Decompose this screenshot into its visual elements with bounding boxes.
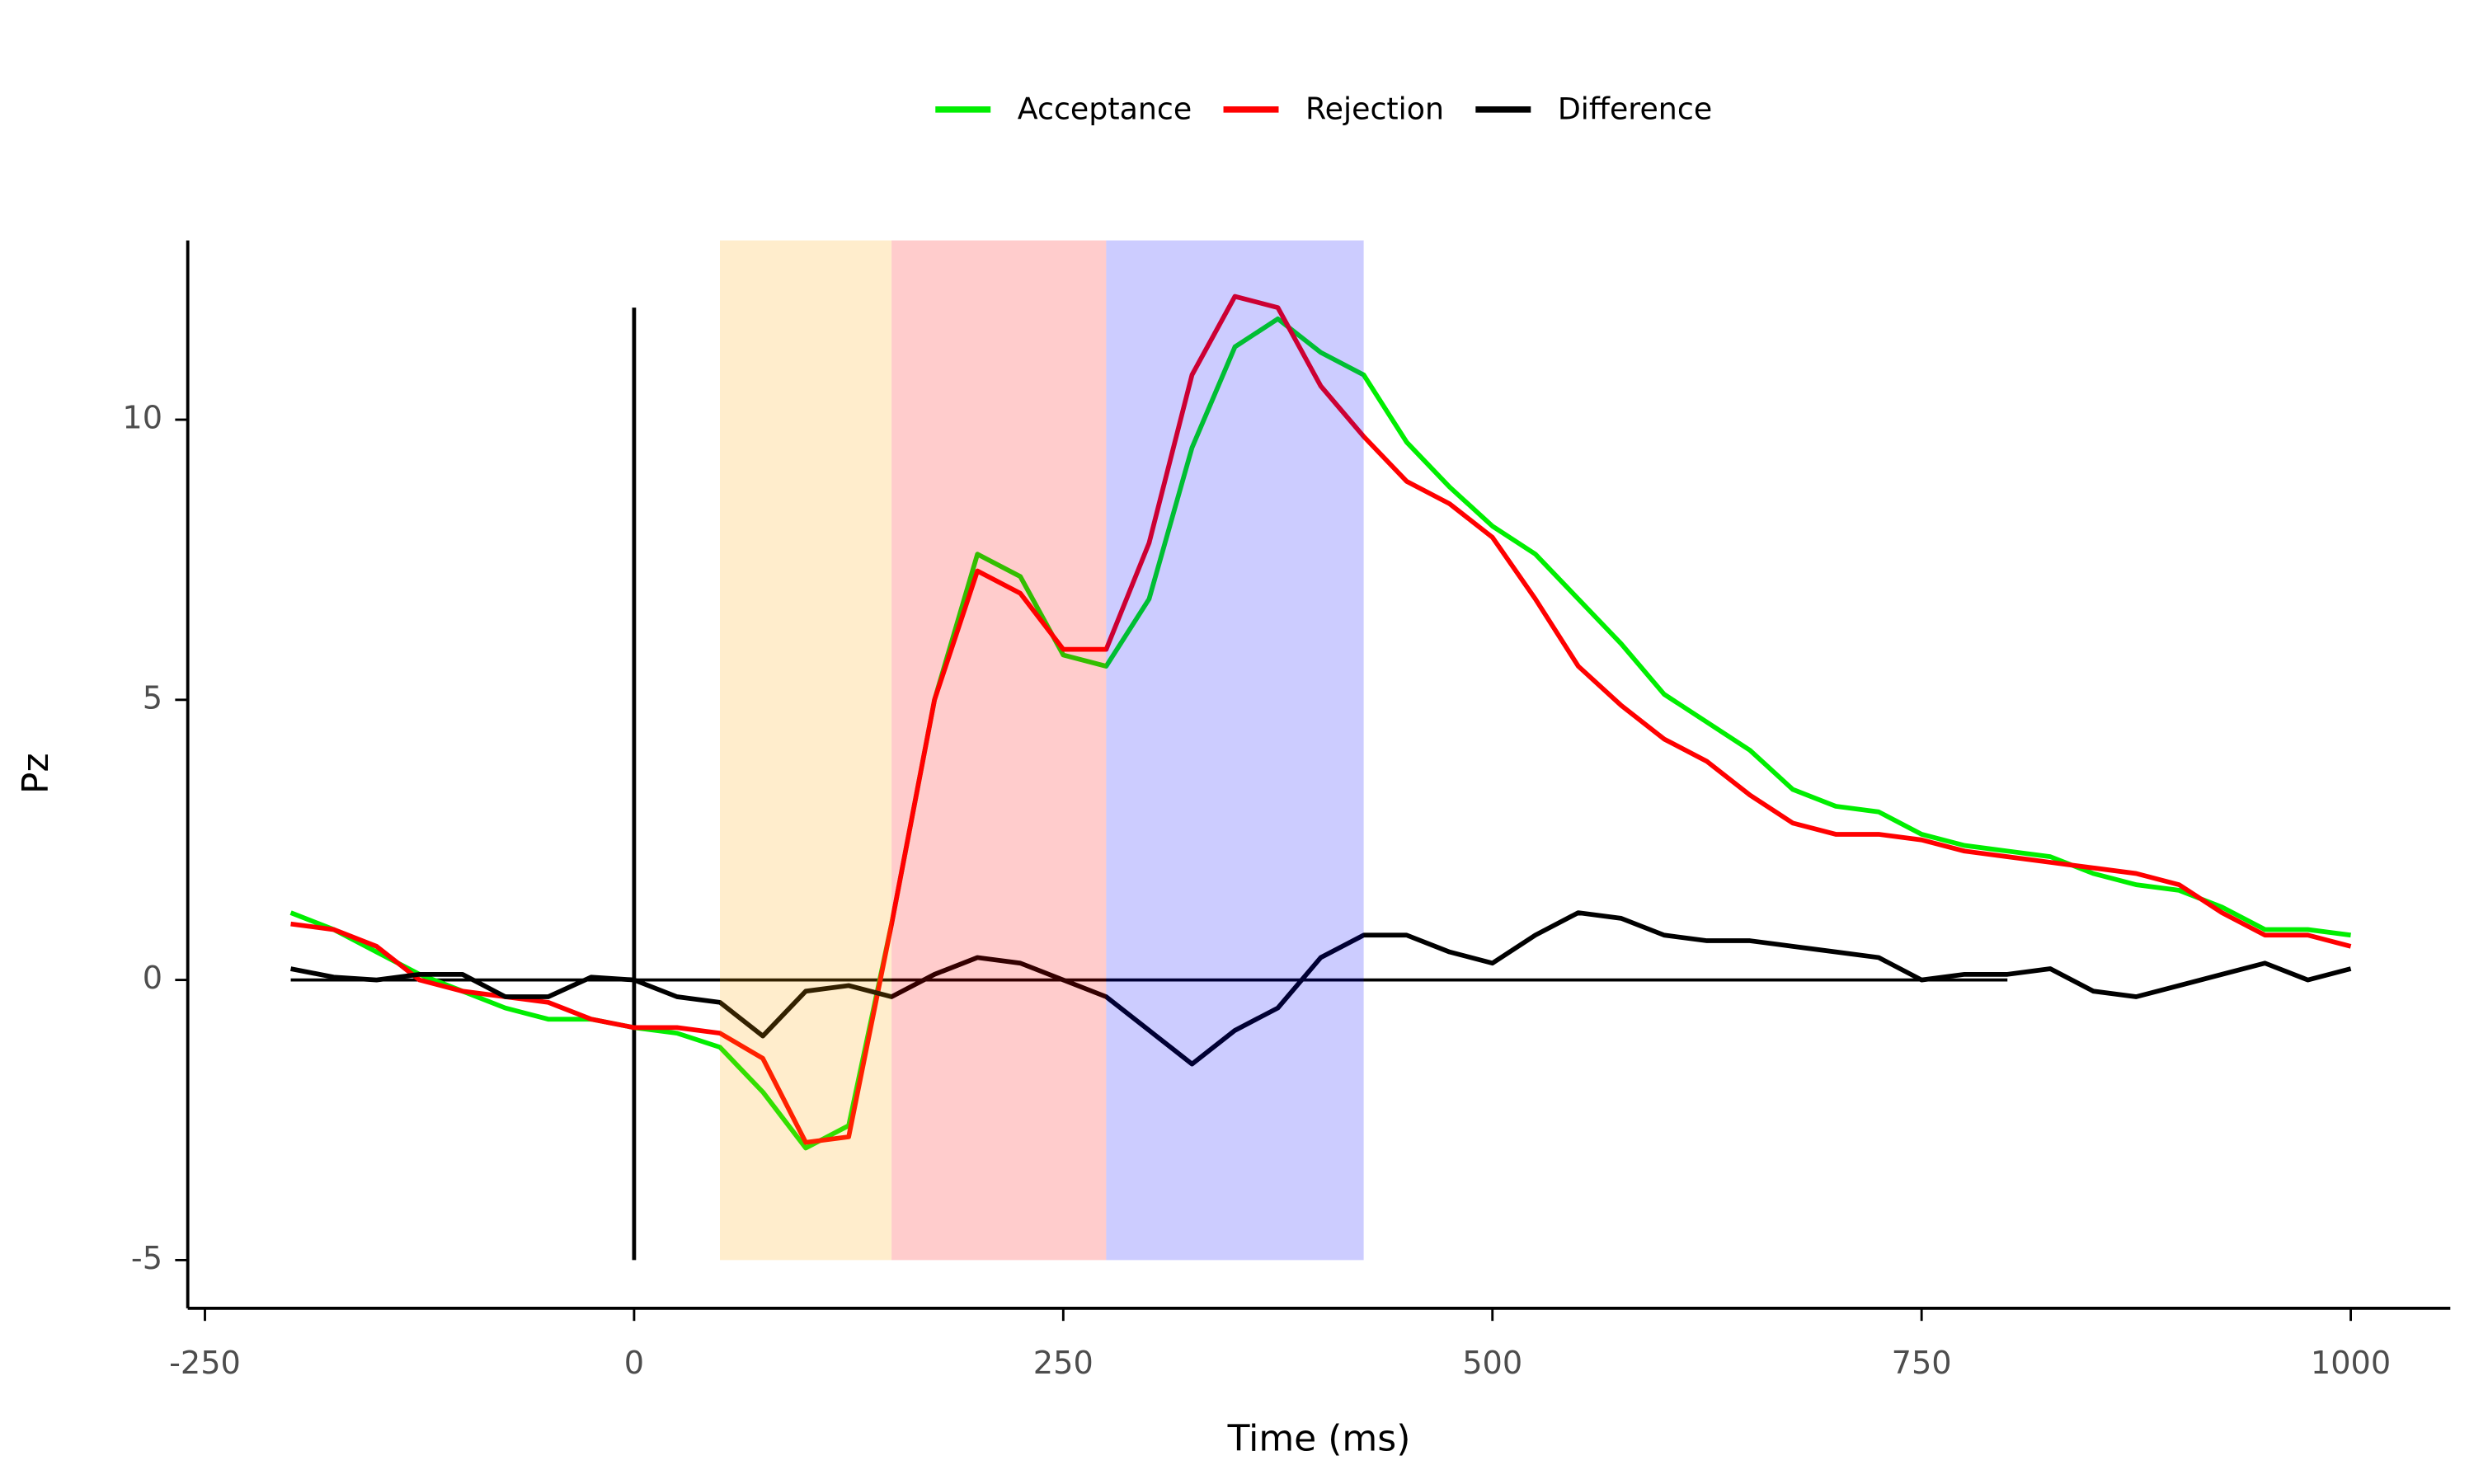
- legend: Acceptance Rejection Difference: [935, 92, 1712, 127]
- legend-label: Difference: [1558, 92, 1712, 127]
- y-tick-label: -5: [131, 1240, 162, 1277]
- x-axis-title: Time (ms): [1227, 1418, 1411, 1460]
- time-window: [1106, 240, 1364, 1261]
- x-tick-label: 750: [1892, 1345, 1952, 1382]
- y-tick-label: 0: [143, 960, 162, 997]
- legend-label: Rejection: [1305, 92, 1444, 127]
- x-tick-label: 1000: [2311, 1345, 2391, 1382]
- x-tick-label: 500: [1462, 1345, 1522, 1382]
- x-tick-label: 250: [1033, 1345, 1094, 1382]
- legend-label: Acceptance: [1018, 92, 1192, 127]
- time-window: [719, 240, 892, 1261]
- y-tick-label: 10: [122, 400, 162, 437]
- y-axis-title: Pz: [15, 753, 57, 794]
- time-window: [891, 240, 1107, 1261]
- x-tick-label: -250: [169, 1345, 241, 1382]
- series-line: [290, 910, 2352, 1067]
- series-line: [290, 294, 2352, 1145]
- x-tick-label: 0: [624, 1345, 644, 1382]
- y-tick-label: 5: [143, 679, 162, 716]
